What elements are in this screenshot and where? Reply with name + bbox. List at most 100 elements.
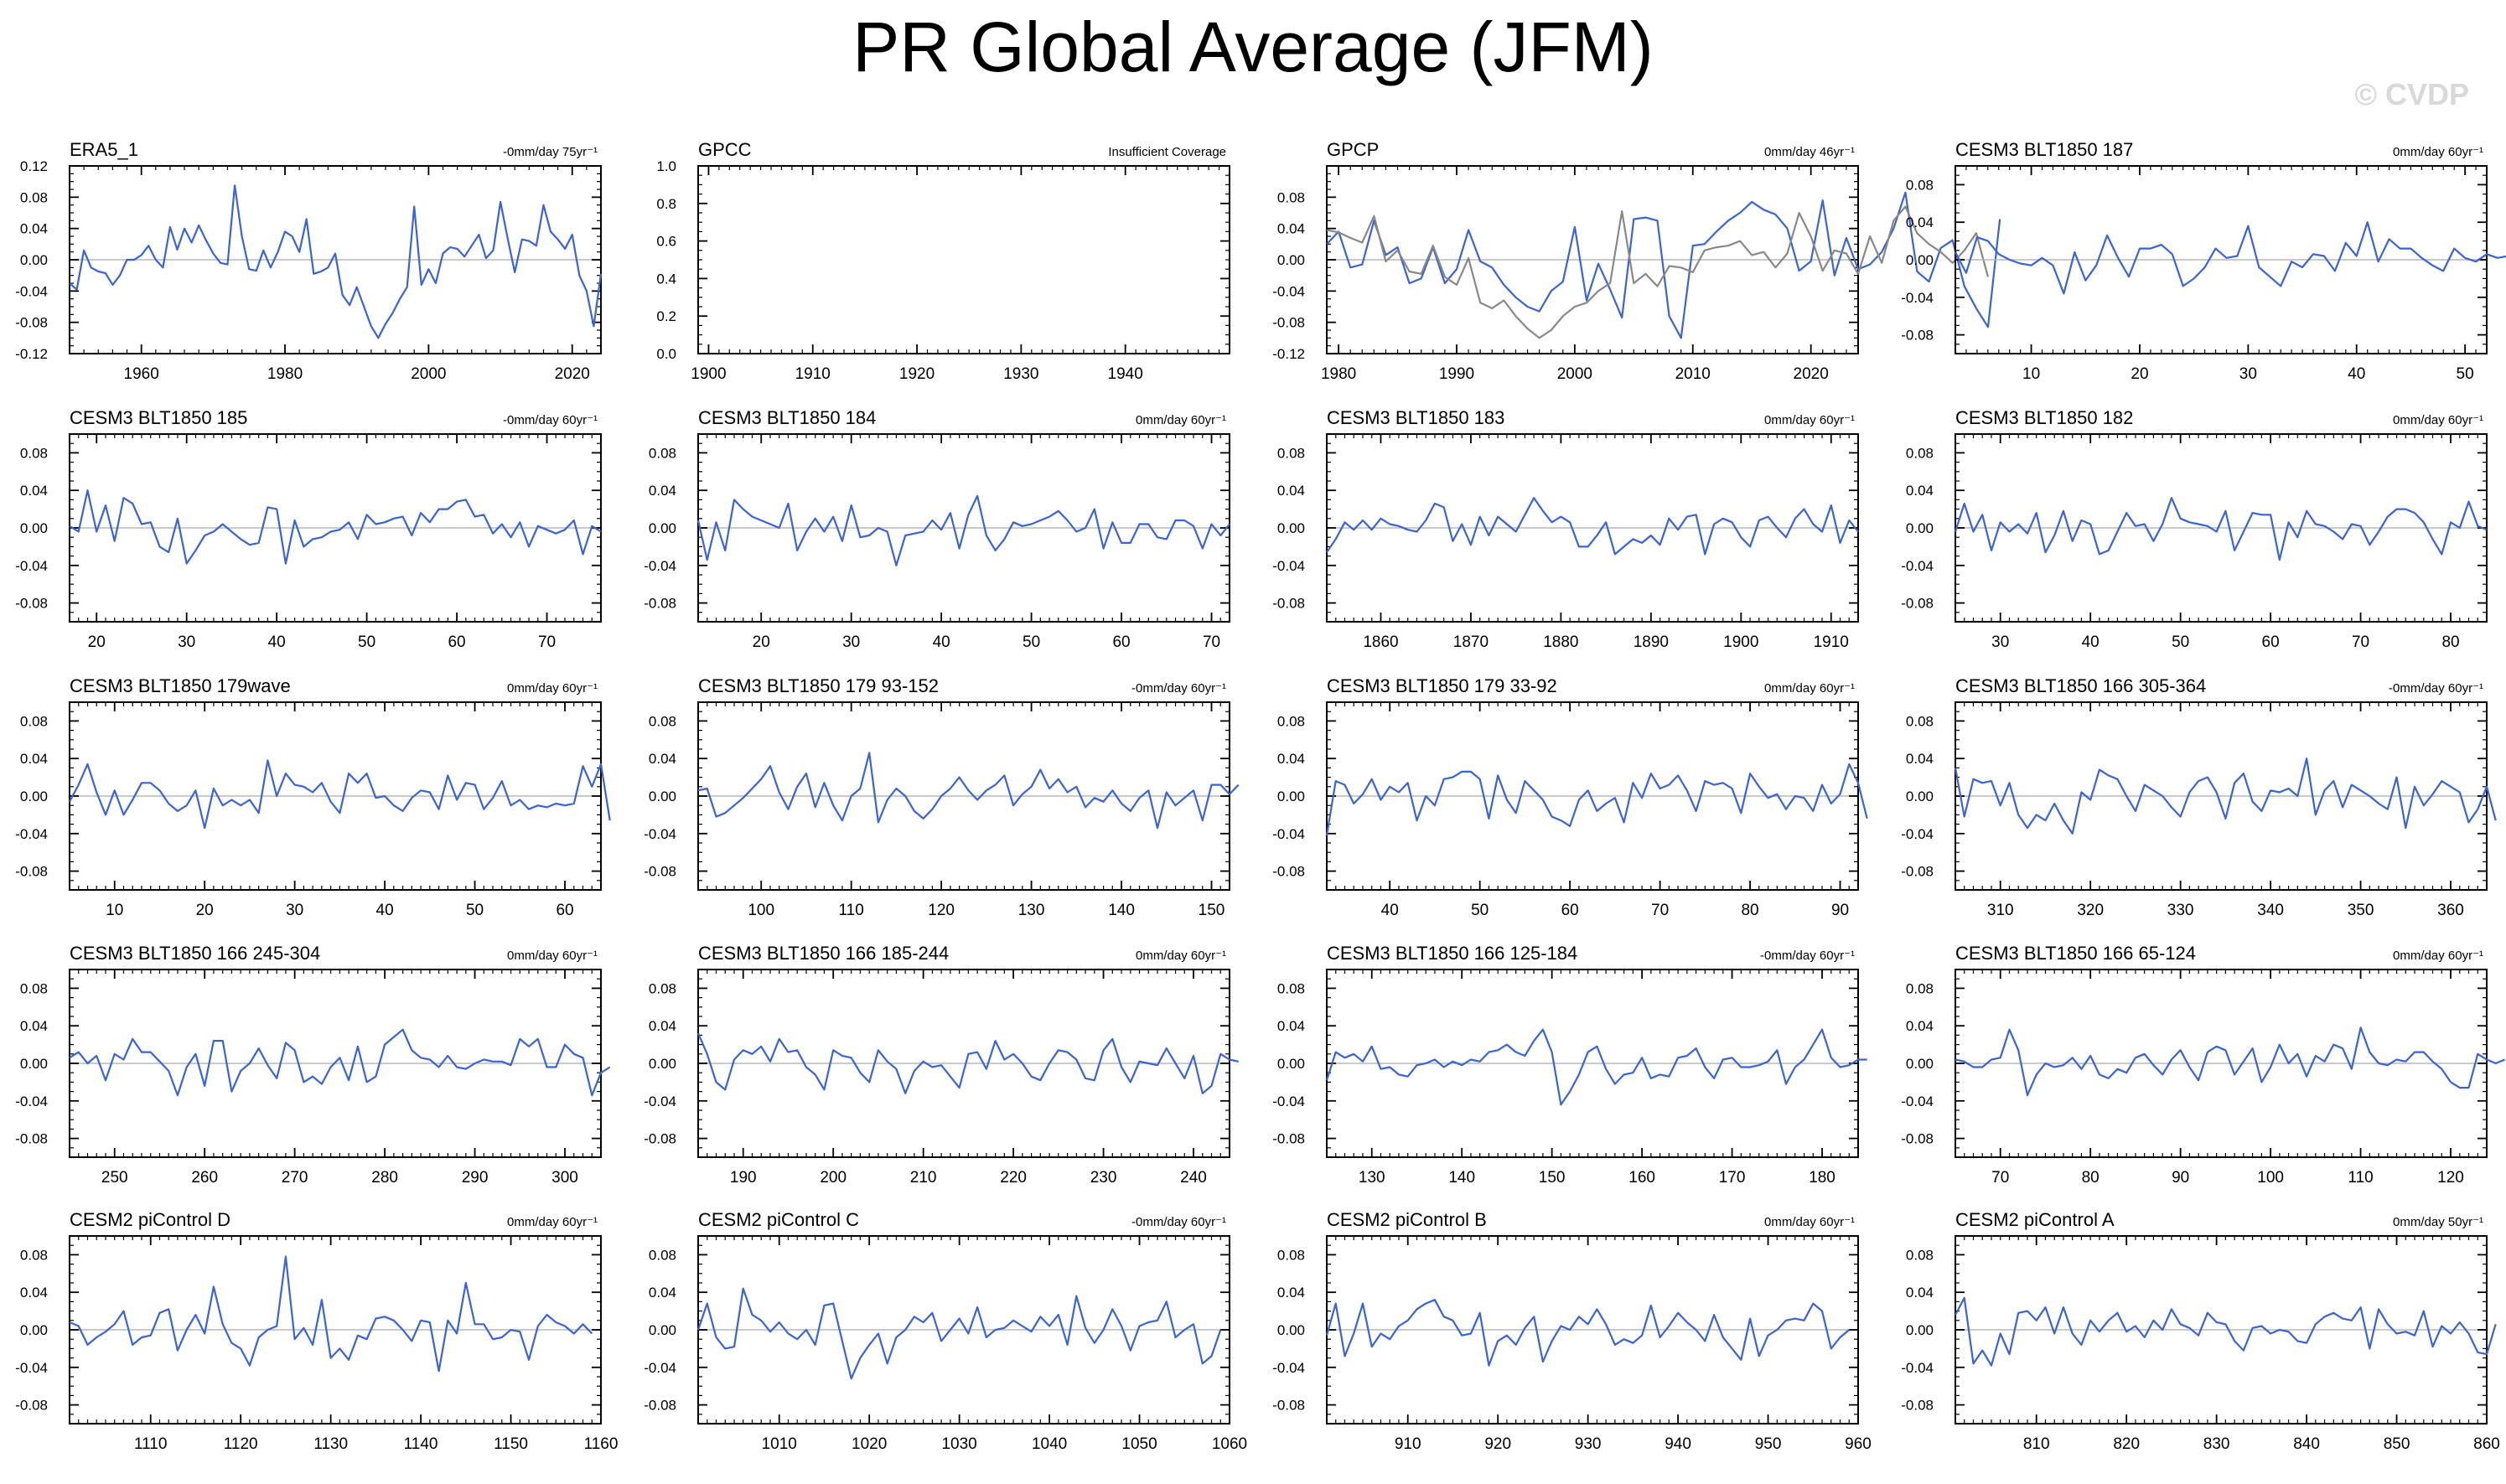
panel-14: CESM3 BLT1850 166 125-184 -0mm/day 60yr⁻¹… xyxy=(1272,943,1867,1187)
y-tick-label: 0.04 xyxy=(1277,221,1305,237)
y-tick-label: 0.04 xyxy=(1906,1285,1934,1300)
y-tick-label: 0.00 xyxy=(1906,252,1934,268)
y-tick-label: -0.04 xyxy=(15,1360,48,1376)
x-tick-label: 100 xyxy=(748,902,774,919)
y-tick-label: 0.00 xyxy=(20,520,48,536)
x-tick-label: 100 xyxy=(2257,1169,2284,1187)
x-tick-label: 130 xyxy=(1018,902,1045,919)
y-tick-label: -0.08 xyxy=(15,315,48,331)
panel-annotation: 0mm/day 60yr⁻¹ xyxy=(2393,949,2483,963)
x-tick-label: 40 xyxy=(2082,633,2100,651)
y-tick-label: -0.08 xyxy=(1272,596,1305,612)
y-tick-label: 0.04 xyxy=(20,1018,48,1034)
y-tick-label: 0.08 xyxy=(1906,445,1934,461)
y-tick-label: 0.08 xyxy=(20,713,48,729)
x-tick-label: 120 xyxy=(928,902,955,919)
cvdp-watermark: © CVDP xyxy=(2354,77,2469,111)
x-tick-label: 130 xyxy=(1359,1169,1385,1187)
y-tick-label: 0.08 xyxy=(649,980,676,996)
x-tick-label: 310 xyxy=(1987,902,2014,919)
series-line-0 xyxy=(1325,763,1868,836)
x-tick-label: 1910 xyxy=(1814,633,1849,651)
panel-annotation: 0mm/day 60yr⁻¹ xyxy=(2393,145,2483,159)
x-tick-label: 110 xyxy=(839,902,864,919)
panel-annotation: 0mm/day 60yr⁻¹ xyxy=(1136,413,1226,427)
y-tick-label: 0.08 xyxy=(20,189,48,205)
panel-title: CESM2 piControl B xyxy=(1327,1209,1487,1230)
series-line-0 xyxy=(1954,497,2488,561)
y-tick-label: 0.00 xyxy=(1277,1056,1305,1072)
x-tick-label: 60 xyxy=(556,902,573,919)
panel-annotation: -0mm/day 75yr⁻¹ xyxy=(503,145,598,159)
panel-18: CESM2 piControl B 0mm/day 60yr⁻¹ 910 920 930… xyxy=(1272,1209,1872,1453)
y-tick-label: 0.04 xyxy=(1906,483,1934,499)
y-tick-label: -0.08 xyxy=(15,864,48,880)
y-tick-label: -0.04 xyxy=(1901,558,1934,574)
series-line-0 xyxy=(696,494,1230,566)
x-tick-label: 270 xyxy=(282,1169,308,1187)
y-tick-label: 0.00 xyxy=(1277,789,1305,804)
x-tick-label: 160 xyxy=(1628,1169,1655,1187)
x-tick-label: 920 xyxy=(1484,1435,1511,1453)
panel-10: CESM3 BLT1850 179 33-92 0mm/day 60yr⁻¹ 40 5… xyxy=(1272,675,1868,919)
x-tick-label: 140 xyxy=(1108,902,1135,919)
x-tick-label: 280 xyxy=(371,1169,398,1187)
y-tick-label: 0.04 xyxy=(20,1285,48,1300)
x-tick-label: 960 xyxy=(1845,1435,1872,1453)
y-tick-label: 0.04 xyxy=(649,1018,676,1034)
y-tick-label: -0.04 xyxy=(1272,283,1305,299)
y-tick-label: 0.2 xyxy=(656,308,676,324)
y-tick-label: 0.00 xyxy=(1906,789,1934,804)
panel-title: CESM3 BLT1850 183 xyxy=(1327,407,1504,428)
panel-17: CESM2 piControl C -0mm/day 60yr⁻¹ 1010 1020… xyxy=(644,1209,1247,1453)
panel-title: CESM2 piControl C xyxy=(698,1209,859,1230)
page-title: PR Global Average (JFM) xyxy=(852,8,1654,86)
x-tick-label: 1980 xyxy=(1321,365,1356,383)
y-tick-label: 0.04 xyxy=(649,1285,676,1300)
x-tick-label: 70 xyxy=(538,633,556,651)
y-tick-label: -0.08 xyxy=(644,1131,676,1147)
panel-15: CESM3 BLT1850 166 65-124 0mm/day 60yr⁻¹ 70… xyxy=(1901,943,2505,1187)
x-tick-label: 10 xyxy=(2022,365,2040,383)
x-tick-label: 40 xyxy=(933,633,950,651)
series-line-0 xyxy=(697,752,1240,830)
panel-title: CESM3 BLT1850 179 33-92 xyxy=(1327,675,1557,696)
panel-4: CESM3 BLT1850 185 -0mm/day 60yr⁻¹ 20 30 40 50… xyxy=(15,407,602,651)
x-tick-label: 80 xyxy=(1741,902,1758,919)
y-tick-label: 0.04 xyxy=(1277,1285,1305,1300)
x-tick-label: 40 xyxy=(2348,365,2365,383)
panel-title: CESM3 BLT1850 184 xyxy=(698,407,876,428)
series-line-0 xyxy=(69,759,611,830)
x-tick-label: 70 xyxy=(1651,902,1669,919)
x-tick-label: 40 xyxy=(376,902,394,919)
y-tick-label: -0.04 xyxy=(1901,1094,1934,1109)
x-tick-label: 1990 xyxy=(1439,365,1474,383)
y-tick-label: -0.04 xyxy=(1272,1360,1305,1376)
series-line-0 xyxy=(1325,1299,1851,1367)
y-tick-label: -0.08 xyxy=(644,864,676,880)
y-tick-label: 0.04 xyxy=(20,221,48,237)
y-tick-label: -0.08 xyxy=(15,1131,48,1147)
y-tick-label: 0.00 xyxy=(1277,1322,1305,1338)
y-tick-label: 0.08 xyxy=(1277,1247,1305,1263)
y-tick-label: -0.04 xyxy=(1272,826,1305,842)
x-tick-label: 1980 xyxy=(267,365,303,383)
series-line-0 xyxy=(1955,1296,2497,1367)
y-tick-label: 0.08 xyxy=(1906,713,1934,729)
x-tick-label: 1130 xyxy=(313,1435,348,1453)
y-tick-label: 0.04 xyxy=(649,751,676,767)
series-line-0 xyxy=(696,1287,1222,1380)
x-tick-label: 90 xyxy=(2172,1169,2189,1187)
y-tick-label: 0.04 xyxy=(1906,1018,1934,1034)
x-tick-label: 20 xyxy=(2131,365,2148,383)
x-tick-label: 30 xyxy=(178,633,195,651)
y-tick-label: -0.04 xyxy=(15,558,48,574)
y-tick-label: -0.08 xyxy=(15,1398,48,1414)
x-tick-label: 40 xyxy=(1381,902,1399,919)
series-line-0 xyxy=(69,1255,593,1373)
panel-title: CESM3 BLT1850 166 185-244 xyxy=(698,943,949,964)
x-tick-label: 1160 xyxy=(584,1435,619,1453)
x-tick-label: 340 xyxy=(2257,902,2284,919)
y-tick-label: 0.08 xyxy=(1906,177,1934,193)
x-tick-label: 80 xyxy=(2441,633,2459,651)
